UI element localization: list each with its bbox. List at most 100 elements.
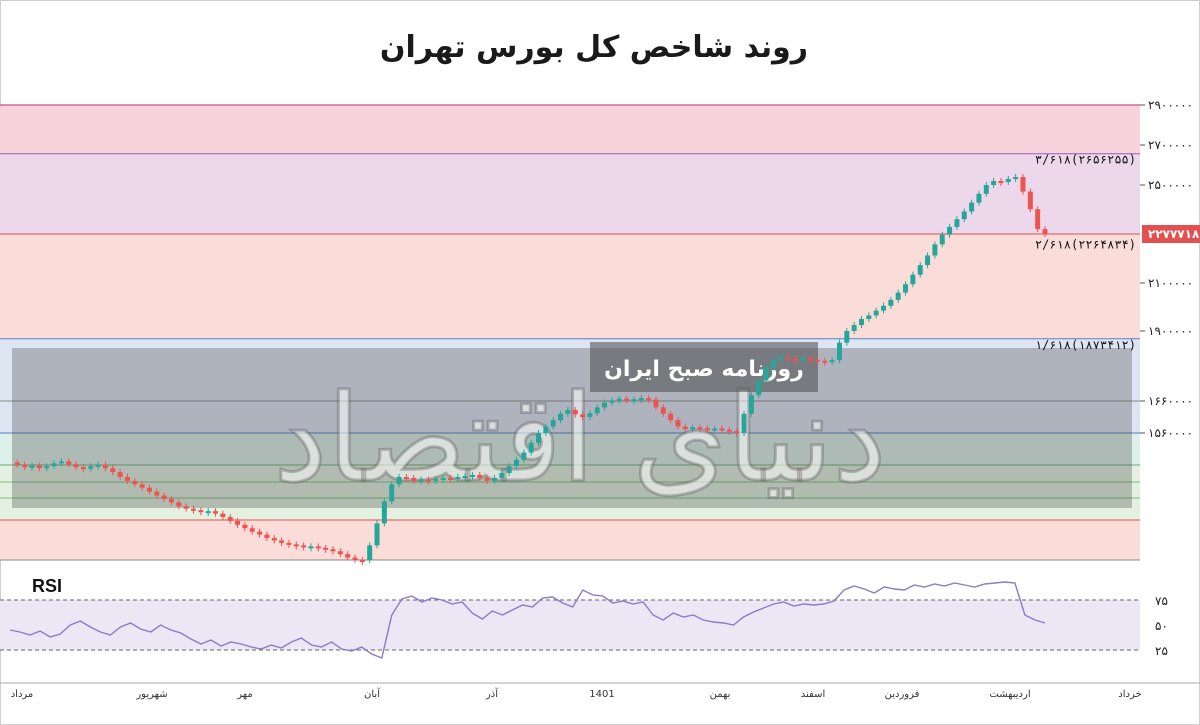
fib-level-label: ۳/۶۱۸(۲۶۵۶۲۵۵)	[1035, 153, 1136, 167]
x-tick-label: اردیبهشت	[989, 689, 1030, 700]
candle	[602, 402, 608, 408]
candle	[95, 464, 101, 467]
watermark-text: دنیای اقتصاد	[274, 370, 887, 509]
fib-band	[0, 465, 1140, 520]
candle	[917, 265, 923, 275]
candle	[58, 461, 64, 464]
rsi-band	[0, 600, 1140, 650]
candle	[110, 468, 116, 473]
candle	[565, 409, 571, 414]
candle	[88, 466, 94, 469]
candle	[124, 476, 130, 481]
candle	[455, 476, 461, 479]
fib-level-label: ۲/۶۱۸(۲۲۶۴۸۳۴)	[1035, 238, 1136, 252]
candle	[822, 360, 828, 363]
rsi-tick-label: ۷۵	[1155, 594, 1168, 608]
candle	[1042, 229, 1048, 234]
candle	[315, 546, 321, 549]
price-axis: ۲۹۰۰۰۰۰ ۲۷۰۰۰۰۰ ۲۵۰۰۰۰۰ ۲۱۰۰۰۰۰ ۱۹۰۰۰۰۰ ۱۶۶۰۰…	[1140, 98, 1200, 440]
candle	[961, 211, 967, 220]
candle	[469, 475, 475, 478]
candle	[668, 413, 674, 421]
candle	[528, 442, 534, 453]
candle	[895, 292, 901, 300]
y-tick-label: ۲۱۰۰۰۰۰	[1148, 276, 1193, 290]
candle	[161, 495, 167, 499]
x-tick-label: بهمن	[710, 689, 731, 700]
fib-level-label: ۱/۶۱۸(۱۸۷۳۴۱۲)	[1035, 338, 1136, 352]
candle	[558, 413, 564, 421]
candle	[205, 511, 211, 514]
candle	[337, 551, 343, 555]
candle	[726, 429, 732, 432]
candle	[381, 501, 387, 524]
candle	[1020, 177, 1026, 192]
candle	[1027, 191, 1033, 210]
candle	[778, 357, 784, 361]
chart-title: روند شاخص کل بورس تهران	[379, 30, 809, 65]
candle	[14, 462, 20, 465]
rsi-line	[9, 581, 1046, 659]
candle	[301, 545, 307, 548]
candle	[513, 459, 519, 467]
fib-band	[0, 153, 1140, 234]
candle	[132, 480, 138, 485]
candle	[925, 255, 931, 266]
candle	[418, 479, 424, 482]
candle	[814, 359, 820, 362]
candle	[411, 477, 417, 481]
candle	[770, 360, 776, 368]
candle	[866, 315, 872, 319]
y-tick-label: ۱۹۰۰۰۰۰	[1148, 324, 1193, 338]
y-tick-label: ۱۶۶۰۰۰۰	[1148, 394, 1193, 408]
candle	[792, 358, 798, 361]
candle	[888, 299, 894, 306]
candle	[242, 524, 248, 529]
candle	[220, 513, 226, 518]
fib-bands	[0, 105, 1140, 560]
candle	[213, 511, 219, 514]
candle	[491, 477, 497, 481]
candle	[616, 398, 622, 401]
watermark-box	[12, 348, 1132, 508]
price-grid	[0, 104, 1140, 561]
current-price-box	[1142, 225, 1200, 243]
candle	[51, 463, 57, 467]
candle	[440, 477, 446, 480]
x-tick-label: مهر	[236, 689, 252, 700]
candle	[359, 560, 365, 562]
candle	[881, 305, 887, 311]
candle	[198, 510, 204, 513]
candle	[73, 464, 79, 468]
candles	[14, 174, 1048, 565]
watermark: دنیای اقتصاد روزنامه صبح ایران	[12, 342, 1132, 511]
candle	[396, 476, 402, 485]
candle	[249, 528, 255, 532]
candle	[66, 461, 72, 465]
candle	[191, 508, 197, 511]
candle	[873, 310, 879, 316]
candle	[734, 431, 740, 434]
candle	[264, 534, 270, 539]
candle	[286, 542, 292, 545]
candle	[675, 420, 681, 427]
watermark-stamp: روزنامه صبح ایران	[604, 357, 804, 382]
candle	[976, 193, 982, 203]
candle	[807, 358, 813, 361]
candle	[102, 464, 108, 469]
y-tick-label: ۱۵۶۰۰۰۰	[1148, 426, 1193, 440]
candle	[345, 554, 351, 558]
x-tick-label: 1401	[589, 689, 614, 700]
candle	[499, 473, 505, 478]
rsi-tick-label: ۲۵	[1155, 644, 1168, 658]
current-price-label: ۲۲۷۷۷۱۸	[1148, 227, 1200, 241]
candle	[991, 181, 997, 185]
fib-band	[0, 433, 1140, 465]
time-axis: مرداد شهریور مهر آبان آذر 1401 بهمن اسفند فروردی…	[0, 682, 1200, 700]
y-tick-label: ۲۷۰۰۰۰۰	[1148, 138, 1193, 152]
candle	[293, 544, 299, 547]
candle	[682, 426, 688, 430]
candle	[572, 409, 578, 415]
candle	[183, 506, 189, 509]
